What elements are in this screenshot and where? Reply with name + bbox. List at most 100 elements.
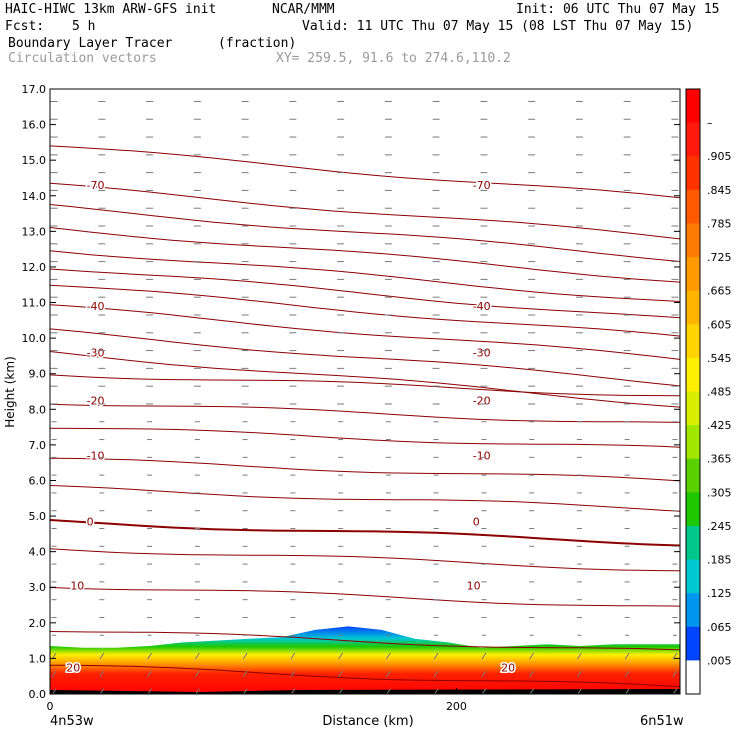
vector-arrow — [481, 652, 487, 660]
x-tick-label: 200 — [446, 700, 467, 713]
vector-arrow — [624, 652, 630, 660]
vector-arrow — [99, 670, 105, 678]
colorbar-label: – — [707, 117, 713, 130]
y-axis: 0.0 1.0 2.0 3.0 4.0 5.0 6.0 7.0 8.0 9.0 10.0 11.0 12… — [22, 83, 680, 701]
vector-arrow — [385, 670, 391, 678]
contour-line — [49, 182, 681, 240]
temperature-contours: -70 -70 -40 -40 -30 -30 -20 -20 -10 -10 0 0 10 10 20 20 — [49, 145, 681, 688]
y-tick-label: 0.0 — [29, 688, 47, 701]
contour-line — [49, 227, 681, 283]
forecast-label: Fcst: — [5, 19, 45, 34]
contour-label: -10 — [473, 450, 491, 463]
colorbar-swatch — [686, 391, 700, 426]
colorbar-swatch — [686, 223, 700, 258]
field-units: (fraction) — [218, 36, 297, 51]
vector-arrow — [290, 652, 296, 660]
init-time: Init: 06 UTC Thu 07 May 15 — [516, 2, 720, 17]
vector-arrow — [385, 652, 391, 660]
colorbar-label: .305 — [707, 486, 732, 499]
colorbar-swatch — [686, 492, 700, 527]
y-tick-label: 15.0 — [22, 154, 47, 167]
org-label: NCAR/MMM — [272, 2, 335, 17]
contour-label: -40 — [87, 300, 105, 313]
model-title: HAIC-HIWC 13km ARW-GFS init — [5, 2, 217, 17]
y-tick-label: 7.0 — [29, 439, 47, 452]
colorbar-swatch — [686, 89, 700, 124]
colorbar-label: .065 — [707, 621, 732, 634]
colorbar-swatch — [686, 425, 700, 460]
vector-arrow — [529, 670, 535, 678]
contour-line — [49, 268, 681, 319]
colorbar-swatch — [686, 525, 700, 561]
contour-line — [49, 548, 681, 572]
y-tick-label: 17.0 — [22, 83, 47, 96]
x-right-endpoint: 6n51w — [640, 714, 684, 729]
colorbar-label: .605 — [707, 318, 732, 331]
vector-arrow — [576, 670, 582, 678]
y-tick-label: 2.0 — [29, 617, 47, 630]
vector-arrow — [242, 652, 248, 660]
vector-arrow — [194, 652, 200, 660]
contour-label: -20 — [87, 394, 105, 407]
colorbar-label: .185 — [707, 554, 732, 567]
vector-arrow — [51, 670, 57, 678]
contour-line — [49, 304, 681, 360]
contour-line — [49, 631, 681, 651]
colorbar-swatch — [686, 559, 700, 594]
y-tick-label: 10.0 — [22, 332, 47, 345]
x-axis: 0 200 — [47, 688, 467, 713]
vector-arrow — [433, 670, 439, 678]
vector-arrow — [99, 652, 105, 660]
overlay-name: Circulation vectors — [8, 51, 157, 66]
colorbar-label: .425 — [707, 419, 732, 432]
colorbar-swatch — [686, 593, 700, 628]
contour-line — [49, 351, 681, 408]
colorbar: – .905 .845 .785 .725 .665 .605 .545 .485 .425 .36… — [685, 88, 732, 695]
contour-label: -30 — [87, 346, 105, 359]
contour-label: -30 — [473, 346, 491, 359]
colorbar-swatch — [686, 122, 700, 157]
contour-line — [49, 519, 681, 547]
contour-line — [49, 485, 681, 512]
contour-label: -10 — [87, 450, 105, 463]
xy-range: XY= 259.5, 91.6 to 274.6,110.2 — [276, 51, 511, 66]
colorbar-label: .245 — [707, 520, 732, 533]
colorbar-label: .545 — [707, 352, 732, 365]
colorbar-label: .485 — [707, 386, 732, 399]
colorbar-swatch — [686, 290, 700, 325]
contour-label: 0 — [473, 515, 480, 528]
contour-label: 10 — [467, 579, 481, 592]
vector-arrow — [529, 652, 535, 660]
contour-label: -40 — [473, 300, 491, 313]
colorbar-swatch — [686, 324, 700, 359]
y-tick-label: 1.0 — [29, 652, 47, 665]
contour-line — [49, 250, 681, 302]
contour-line — [49, 204, 681, 262]
y-tick-label: 14.0 — [22, 190, 47, 203]
colorbar-swatch — [686, 189, 700, 224]
y-tick-label: 12.0 — [22, 261, 47, 274]
y-tick-label: 6.0 — [29, 474, 47, 487]
vector-arrow — [147, 670, 152, 678]
vector-arrow — [338, 652, 344, 660]
y-tick-label: 5.0 — [29, 510, 47, 523]
y-tick-label: 13.0 — [22, 225, 47, 238]
contour-label: -70 — [87, 179, 105, 192]
contour-line — [49, 145, 681, 199]
contour-line — [49, 328, 681, 387]
contour-line — [49, 427, 681, 448]
contour-label: -20 — [473, 394, 491, 407]
contour-line — [49, 284, 681, 337]
y-tick-label: 9.0 — [29, 368, 47, 381]
colorbar-label: .845 — [707, 184, 732, 197]
valid-time: Valid: 11 UTC Thu 07 May 15 (08 LST Thu … — [302, 19, 694, 34]
colorbar-swatch — [686, 626, 700, 661]
colorbar-swatch — [686, 357, 700, 392]
contour-label: 10 — [70, 579, 84, 592]
tracer-field — [50, 626, 680, 694]
vector-arrow — [338, 670, 344, 678]
field-name: Boundary Layer Tracer — [8, 36, 173, 51]
vector-arrow — [624, 670, 630, 678]
colorbar-label: .905 — [707, 150, 732, 163]
